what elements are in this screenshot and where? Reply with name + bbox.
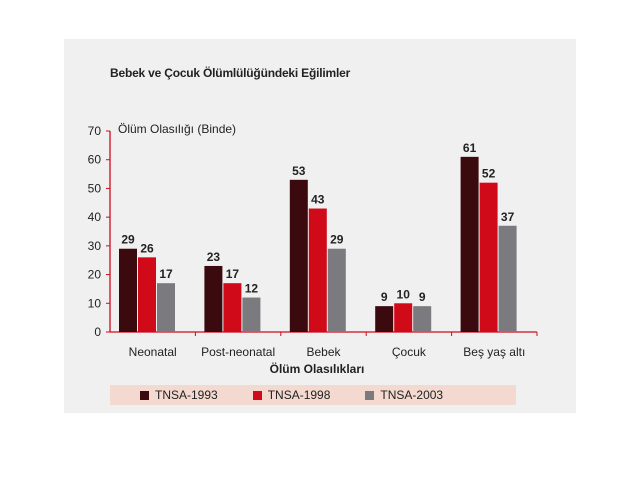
legend: TNSA-1993 TNSA-1998 TNSA-2003 <box>110 385 516 405</box>
data-label: 26 <box>140 241 154 255</box>
y-axis-label: Ölüm Olasılığı (Binde) <box>118 122 236 136</box>
bar <box>138 257 156 332</box>
x-tick-label: Bebek <box>306 345 341 359</box>
bar <box>479 182 498 332</box>
legend-swatch <box>140 390 149 400</box>
x-tick-label: Post-neonatal <box>201 345 275 359</box>
data-label: 29 <box>121 233 135 247</box>
y-tick-label: 40 <box>88 210 102 224</box>
x-tick-label: Neonatal <box>129 345 177 359</box>
data-label: 17 <box>226 267 240 281</box>
data-label: 9 <box>419 290 426 304</box>
bar <box>157 283 175 332</box>
bar <box>460 156 479 332</box>
legend-label: TNSA-2003 <box>380 388 444 402</box>
y-tick-label: 10 <box>88 296 102 310</box>
data-label: 53 <box>292 164 306 178</box>
bar <box>308 208 327 332</box>
legend-label: TNSA-1993 <box>155 388 218 402</box>
data-label: 12 <box>245 282 259 296</box>
bar <box>119 248 137 332</box>
y-tick-label: 0 <box>94 325 101 339</box>
data-label: 17 <box>159 267 173 281</box>
y-tick-label: 20 <box>88 268 102 282</box>
bar <box>223 283 242 332</box>
data-label: 37 <box>501 210 515 224</box>
bar <box>242 297 261 332</box>
bar <box>289 179 308 332</box>
x-tick-label: Çocuk <box>392 345 427 359</box>
x-tick-label: Beş yaş altı <box>463 345 525 359</box>
data-label: 10 <box>397 287 411 301</box>
legend-item: TNSA-2003 <box>365 388 443 402</box>
legend-item: TNSA-1993 <box>140 388 218 402</box>
data-label: 23 <box>207 250 221 264</box>
chart-title: Bebek ve Çocuk Ölümlülüğündeki Eğilimler <box>110 66 351 80</box>
y-tick-label: 70 <box>88 124 102 138</box>
x-axis-label: Ölüm Olasılıkları <box>270 361 365 376</box>
bar <box>204 265 223 332</box>
y-tick-label: 60 <box>88 153 102 167</box>
legend-label: TNSA-1998 <box>267 388 331 402</box>
legend-swatch <box>365 390 375 400</box>
bar <box>375 306 394 332</box>
data-label: 61 <box>463 141 477 155</box>
legend-swatch <box>252 390 262 400</box>
data-label: 52 <box>482 167 496 181</box>
bar <box>394 303 413 332</box>
bar <box>327 248 346 332</box>
y-tick-label: 50 <box>88 181 102 195</box>
y-tick-label: 30 <box>88 239 102 253</box>
data-label: 29 <box>330 233 344 247</box>
bar <box>413 306 432 332</box>
data-label: 43 <box>311 193 325 207</box>
bar <box>498 225 517 332</box>
data-label: 9 <box>381 290 388 304</box>
legend-item: TNSA-1998 <box>252 388 331 402</box>
